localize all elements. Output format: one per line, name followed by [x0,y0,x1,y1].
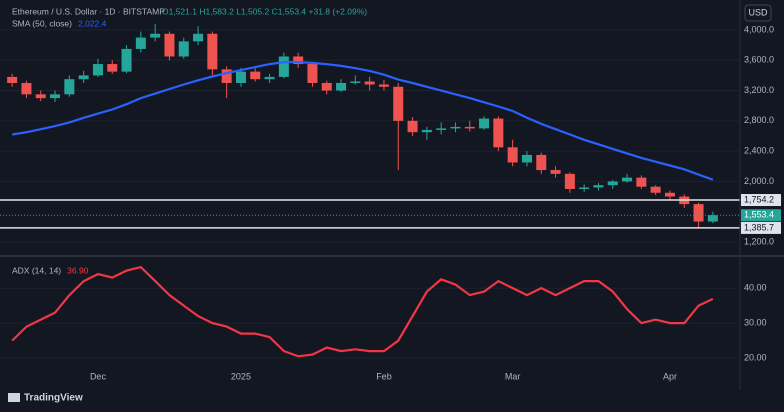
candle-body [207,33,218,70]
marks [0,23,740,358]
symbol: Ethereum / U.S. Dollar · 1D · BITSTAMP [12,6,165,16]
legend-value: 2,022.4 [78,18,107,28]
y-tick-label: 2,800.0 [744,115,774,125]
candle-body [378,84,389,87]
legend-value: 36.90 [67,265,89,275]
currency-box[interactable] [744,4,772,22]
candle-body [193,33,204,42]
x-tick-label: 2025 [231,371,251,381]
candle-body [479,118,490,129]
y-tick-label: 4,000.0 [744,24,774,34]
x-tick-label: Mar [505,371,521,381]
candle-body [450,126,461,129]
candle-body [693,204,704,222]
candle-body [50,94,61,99]
candle-body [664,192,675,197]
series-line [11,265,714,358]
x-tick-label: Apr [663,371,677,381]
legend-name: ADX (14, 14) [12,265,61,275]
candle-body [250,71,261,80]
candle-body [521,154,532,163]
series-line [12,61,714,181]
y-tick-label: 40.00 [744,282,767,292]
candle-body [321,82,332,91]
candle-body [550,170,561,174]
candle-body [636,177,647,187]
price-label-box [741,221,781,234]
candle-body [464,126,475,129]
y-tick-label: 20.00 [744,352,767,362]
candle-body [436,128,447,130]
candle-body [307,64,318,83]
candle-body [593,185,604,188]
candle-body [607,181,618,186]
candle-body [64,79,75,95]
candle-body [707,215,718,222]
candle-body [564,173,575,189]
price-label-box [741,194,781,207]
candle-body [221,69,232,83]
candle-body [264,76,275,80]
brand: TradingView [24,393,83,404]
candle-body [350,81,361,83]
price-label: 1,385.7 [744,222,774,232]
candle-body [407,120,418,133]
price-label: 1,553.4 [744,210,774,220]
candle-body [235,71,246,83]
candle-body [35,94,46,99]
y-tick-label: 1,200.0 [744,236,774,246]
price-label: 1,754.2 [744,194,774,204]
candle-body [150,33,161,38]
ohlc: O1,521.1 H1,583.2 L1,505.2 C1,553.4 +31.… [162,6,367,16]
candle-body [78,75,89,80]
candle-body [293,56,304,65]
candle-body [135,37,146,49]
candle-body [393,86,404,121]
candle-body [21,82,32,95]
candle-body [107,64,118,72]
x-tick-label: Dec [90,371,107,381]
candle-body [493,118,504,148]
x-tick-label: Feb [376,371,392,381]
candle-body [164,33,175,57]
candle-body [364,81,375,85]
y-tick-label: 3,200.0 [744,85,774,95]
price-label-box [741,209,781,222]
candle-body [336,82,347,91]
y-tick-label: 3,600.0 [744,55,774,65]
candle-body [92,64,103,76]
candle-body [536,154,547,171]
candle-body [579,187,590,189]
candle-body [507,147,518,163]
currency[interactable]: USD [748,7,768,17]
tv-logo [8,393,20,402]
candle-body [650,186,661,193]
candle-body [622,177,633,182]
candle-body [121,48,132,72]
y-tick-label: 30.00 [744,317,767,327]
candle-body [278,56,289,77]
y-tick-label: 2,000.0 [744,176,774,186]
candle-body [178,41,189,57]
y-tick-label: 2,400.0 [744,145,774,155]
candle-body [421,129,432,133]
legend-name: SMA (50, close) [12,18,72,28]
candle-body [7,76,18,83]
